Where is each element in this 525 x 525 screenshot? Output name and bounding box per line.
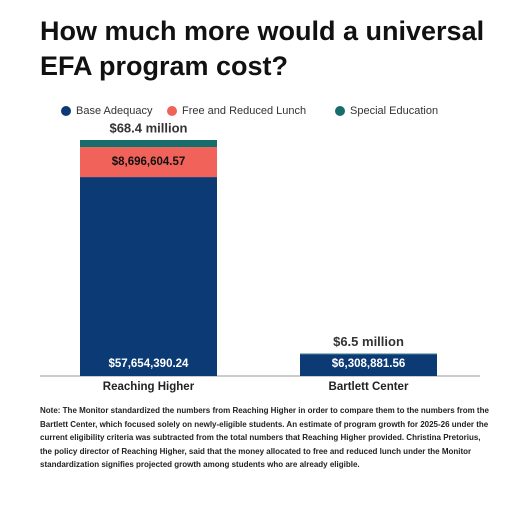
bar-segment bbox=[300, 354, 437, 376]
x-tick-label: Reaching Higher bbox=[103, 381, 195, 393]
legend-label: Special Education bbox=[350, 105, 438, 117]
total-label: $6.5 million bbox=[333, 334, 404, 349]
value-label: $57,654,390.24 bbox=[109, 358, 190, 370]
title-box: How much more would a universal EFA prog… bbox=[40, 16, 485, 81]
bar-segment bbox=[80, 177, 217, 376]
legend-swatch bbox=[335, 106, 345, 116]
value-label: $8,696,604.57 bbox=[112, 156, 186, 168]
legend-label: Base Adequacy bbox=[76, 105, 153, 117]
legend-swatch bbox=[61, 106, 71, 116]
bar-segment bbox=[300, 353, 437, 355]
x-tick-label: Bartlett Center bbox=[329, 381, 409, 393]
total-label: $68.4 million bbox=[109, 120, 187, 135]
legend-label: Free and Reduced Lunch bbox=[182, 105, 306, 117]
value-label: $6,308,881.56 bbox=[332, 358, 406, 370]
note: Note: The Monitor standardized the numbe… bbox=[40, 406, 489, 469]
bar-segment bbox=[80, 147, 217, 178]
bar-segment bbox=[80, 140, 217, 148]
chart-title: How much more would a universal EFA prog… bbox=[40, 16, 485, 81]
legend-swatch bbox=[167, 106, 177, 116]
